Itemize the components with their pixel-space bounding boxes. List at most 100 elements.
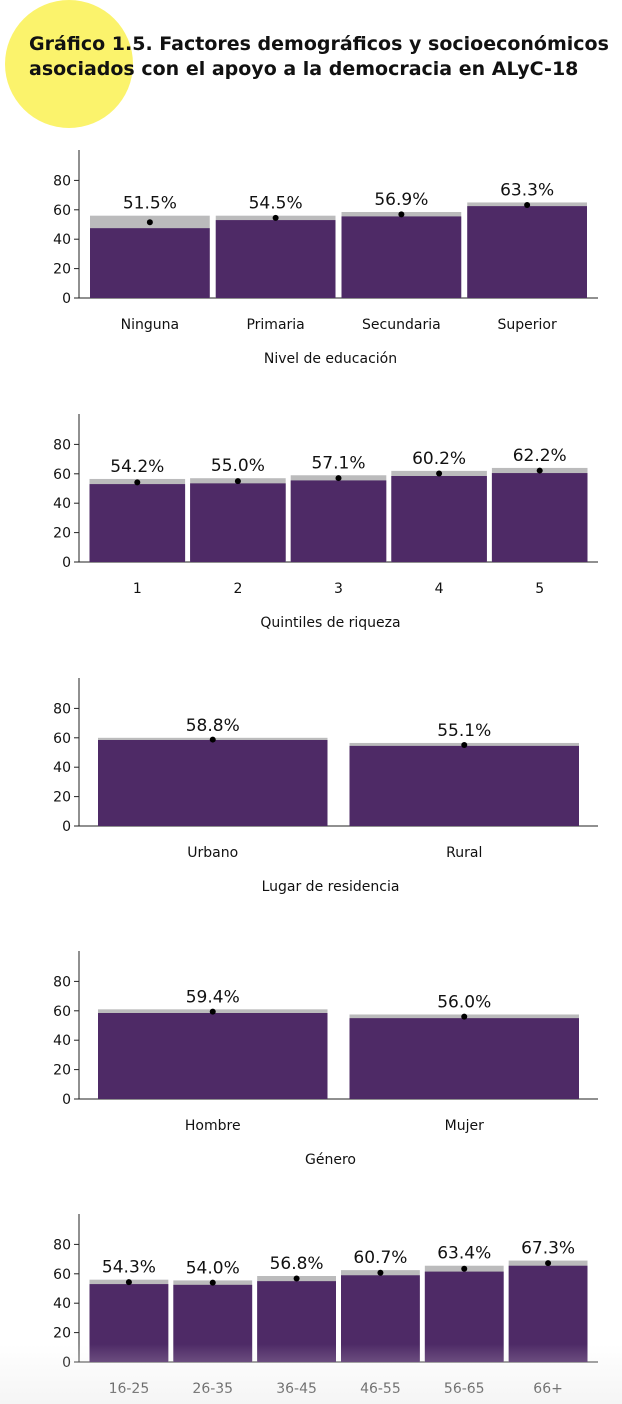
category-label: 36-45	[276, 1381, 317, 1397]
y-tick-label: 60	[53, 1267, 71, 1283]
data-label: 63.3%	[500, 180, 554, 200]
category-label: Ninguna	[121, 317, 179, 333]
y-tick-label: 40	[53, 760, 71, 776]
point-estimate	[209, 1008, 216, 1015]
data-label: 57.1%	[311, 453, 365, 473]
bar	[290, 480, 387, 562]
data-label: 54.0%	[186, 1258, 240, 1278]
point-estimate	[536, 467, 543, 474]
bar	[349, 1018, 579, 1099]
bar	[89, 1284, 169, 1362]
y-tick-label: 0	[62, 555, 71, 571]
point-estimate	[146, 219, 153, 226]
category-label: 16-25	[109, 1381, 150, 1397]
category-label: 56-65	[444, 1381, 485, 1397]
data-label: 56.8%	[270, 1254, 324, 1274]
point-estimate	[377, 1269, 384, 1276]
y-tick-label: 80	[53, 1237, 71, 1253]
category-label: Rural	[446, 845, 482, 861]
y-tick-label: 40	[53, 496, 71, 512]
data-label: 60.2%	[412, 449, 466, 469]
data-label: 59.4%	[186, 987, 240, 1007]
data-label: 54.3%	[102, 1258, 156, 1278]
bar	[173, 1284, 253, 1362]
x-axis-label: Lugar de residencia	[262, 879, 400, 895]
yellow-circle-decoration	[5, 0, 133, 128]
point-estimate	[209, 736, 216, 743]
category-label: 26-35	[192, 1381, 233, 1397]
bar	[341, 1275, 420, 1362]
x-axis-label: Nivel de educación	[264, 351, 397, 367]
y-tick-label: 0	[62, 819, 71, 835]
category-label: 5	[535, 581, 544, 597]
category-label: Primaria	[246, 317, 304, 333]
bar	[467, 206, 587, 298]
category-label: Superior	[498, 317, 557, 333]
point-estimate	[125, 1279, 132, 1286]
bar	[391, 476, 487, 562]
category-label: 3	[334, 581, 343, 597]
bar	[424, 1271, 504, 1362]
category-label: 2	[233, 581, 242, 597]
y-tick-label: 0	[62, 291, 71, 307]
data-label: 55.0%	[211, 456, 265, 476]
y-tick-label: 60	[53, 731, 71, 747]
point-estimate	[398, 211, 405, 218]
bar	[257, 1281, 336, 1362]
header: Gráfico 1.5. Factores demográficos y soc…	[0, 0, 622, 140]
y-tick-label: 20	[53, 262, 71, 278]
bar	[341, 216, 462, 298]
y-tick-label: 60	[53, 467, 71, 483]
data-label: 54.2%	[110, 457, 164, 477]
data-label: 56.0%	[437, 992, 491, 1012]
x-axis-label: Género	[305, 1152, 356, 1168]
point-estimate	[436, 470, 443, 477]
point-estimate	[272, 214, 279, 221]
category-label: 46-55	[360, 1381, 401, 1397]
y-tick-label: 80	[53, 974, 71, 990]
y-tick-label: 60	[53, 1004, 71, 1020]
y-tick-label: 0	[62, 1355, 71, 1371]
y-tick-label: 80	[53, 701, 71, 717]
point-estimate	[234, 478, 241, 485]
bar	[98, 740, 328, 826]
point-estimate	[293, 1275, 300, 1282]
y-tick-label: 40	[53, 232, 71, 248]
point-estimate	[209, 1279, 216, 1286]
y-tick-label: 80	[53, 437, 71, 453]
chart-title: Gráfico 1.5. Factores demográficos y soc…	[29, 33, 609, 80]
bar	[89, 484, 186, 562]
point-estimate	[461, 742, 468, 749]
chart-education: 0 20 40 60 80 51.5% Ninguna 54.5% Primaria 56.9% S…	[53, 150, 598, 367]
x-axis-label: Quintiles de riqueza	[260, 615, 400, 631]
bar	[98, 1013, 328, 1099]
category-label: Urbano	[187, 845, 238, 861]
point-estimate	[545, 1260, 552, 1267]
y-tick-label: 40	[53, 1296, 71, 1312]
data-label: 54.5%	[249, 194, 303, 214]
point-estimate	[134, 479, 141, 486]
data-label: 58.8%	[186, 716, 240, 736]
point-estimate	[524, 201, 531, 208]
data-label: 60.7%	[353, 1248, 407, 1268]
bar	[215, 220, 336, 298]
point-estimate	[461, 1265, 468, 1272]
point-estimate	[461, 1013, 468, 1020]
data-label: 62.2%	[513, 446, 567, 466]
y-tick-label: 20	[53, 790, 71, 806]
data-label: 55.1%	[437, 721, 491, 741]
bar	[491, 473, 588, 562]
chart-gender: 0 20 40 60 80 59.4% Hombre 56.0% Mujer Género	[53, 951, 598, 1168]
bar	[190, 483, 286, 562]
bar	[349, 745, 579, 826]
chart-wealth-quintiles: 0 20 40 60 80 54.2% 1 55.0% 2 57.1% 3 60.2% 4 62.2% 5 Q…	[53, 414, 598, 631]
category-label: Hombre	[185, 1118, 241, 1134]
y-tick-label: 20	[53, 526, 71, 542]
data-label: 63.4%	[437, 1244, 491, 1264]
y-tick-label: 20	[53, 1326, 71, 1342]
category-label: Mujer	[445, 1118, 484, 1134]
chart-age-groups: 0 20 40 60 80 54.3% 16-25 54.0% 26-35 56.8% 36-45 6…	[53, 1214, 598, 1397]
bar	[90, 228, 210, 298]
data-label: 56.9%	[374, 190, 428, 210]
point-estimate	[335, 475, 342, 482]
